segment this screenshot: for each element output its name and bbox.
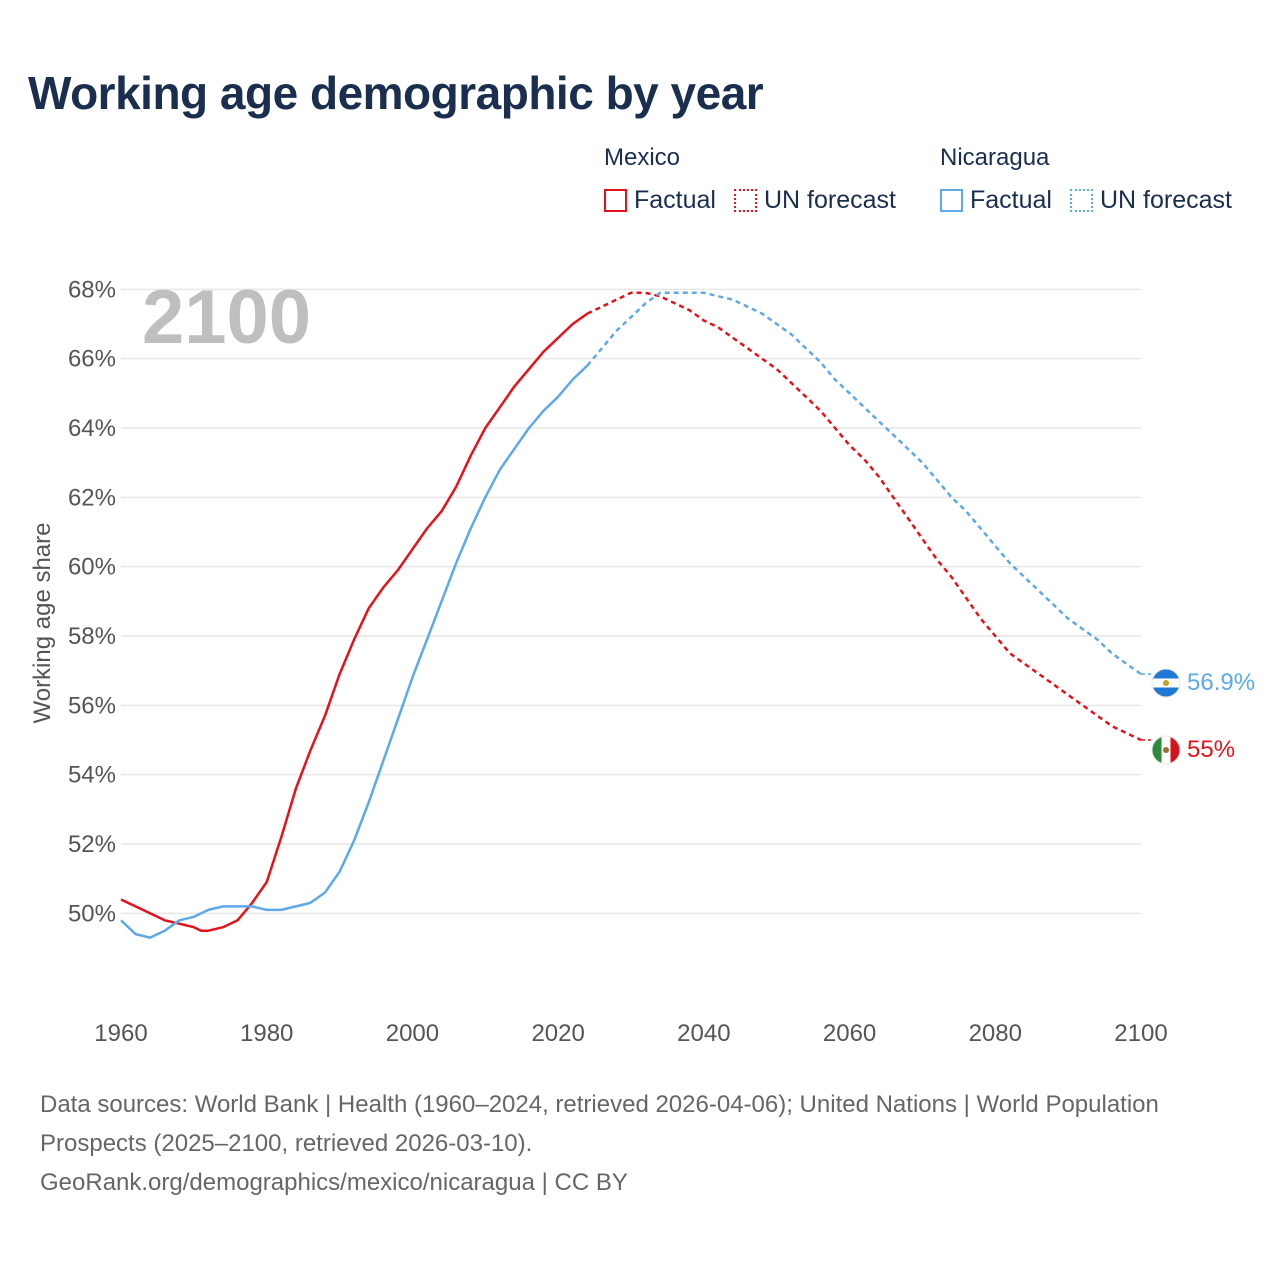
x-tick-label: 2000 [386, 1020, 439, 1047]
y-axis-label: Working age share [29, 523, 56, 724]
y-tick-label: 52% [68, 831, 116, 858]
nicaragua-flag-icon [1152, 669, 1180, 697]
x-tick-label: 2060 [823, 1020, 876, 1047]
legend-mexico: Mexico Factual UN forecast [604, 144, 914, 215]
legend-swatch-dotted-icon [733, 189, 757, 212]
y-tick-label: 54% [68, 762, 116, 789]
series-lines [120, 291, 1151, 939]
x-tick-label: 2040 [677, 1020, 730, 1047]
legend-nicaragua: Nicaragua Factual UN forecast [940, 144, 1250, 215]
legend-swatch-dotted-icon [1069, 189, 1093, 212]
year-watermark: 2100 [142, 275, 311, 360]
series-line-mexico-factual[interactable] [120, 312, 589, 932]
footer-credit[interactable]: GeoRank.org/demographics/mexico/nicaragu… [40, 1169, 628, 1196]
end-value-label-nicaragua: 56.9% [1187, 669, 1255, 696]
series-line-nicaragua-forecast[interactable] [586, 291, 1142, 676]
x-tick-label: 2100 [1114, 1020, 1167, 1047]
chart-title: Working age demographic by year [28, 67, 764, 119]
legend-country-nicaragua: Nicaragua [940, 144, 1050, 171]
y-tick-label: 58% [68, 623, 116, 650]
x-tick-label: 2020 [531, 1020, 584, 1047]
legend-swatch-solid-icon [940, 189, 963, 212]
legend-country-mexico: Mexico [604, 144, 681, 171]
x-axis-ticks: 1960 1980 2000 2020 2040 2060 2080 2100 [94, 1020, 1167, 1047]
y-tick-label: 64% [68, 415, 116, 442]
end-value-label-mexico: 55% [1187, 736, 1235, 763]
y-tick-label: 62% [68, 484, 116, 511]
legend-item-mexico-forecast[interactable]: UN forecast [733, 186, 896, 215]
series-line-nicaragua-factual[interactable] [120, 364, 589, 939]
x-tick-label: 1980 [240, 1020, 293, 1047]
legend-item-nicaragua-forecast[interactable]: UN forecast [1069, 186, 1232, 215]
footer-sources: Data sources: World Bank | Health (1960–… [40, 1091, 1159, 1157]
gridlines [121, 288, 1141, 915]
y-tick-label: 68% [68, 276, 116, 303]
line-chart: 2100 50% 52% 54% 56% 58% 60% 62% 64% 66% 68% 1960… [29, 275, 1255, 1047]
y-axis-ticks: 50% 52% 54% 56% 58% 60% 62% 64% 66% 68% [68, 276, 116, 927]
y-tick-label: 66% [68, 346, 116, 373]
x-tick-label: 2080 [969, 1020, 1022, 1047]
y-tick-label: 56% [68, 692, 116, 719]
x-tick-label: 1960 [94, 1020, 147, 1047]
legend-swatch-solid-icon [604, 189, 627, 212]
legend-item-nicaragua-factual[interactable]: Factual [940, 186, 1052, 215]
mexico-flag-icon [1152, 736, 1180, 764]
series-line-mexico-forecast[interactable] [586, 291, 1142, 742]
y-tick-label: 60% [68, 554, 116, 581]
y-tick-label: 50% [68, 900, 116, 927]
legend-item-mexico-factual[interactable]: Factual [604, 186, 716, 215]
footer: Data sources: World Bank | Health (1960–… [40, 1085, 1220, 1202]
